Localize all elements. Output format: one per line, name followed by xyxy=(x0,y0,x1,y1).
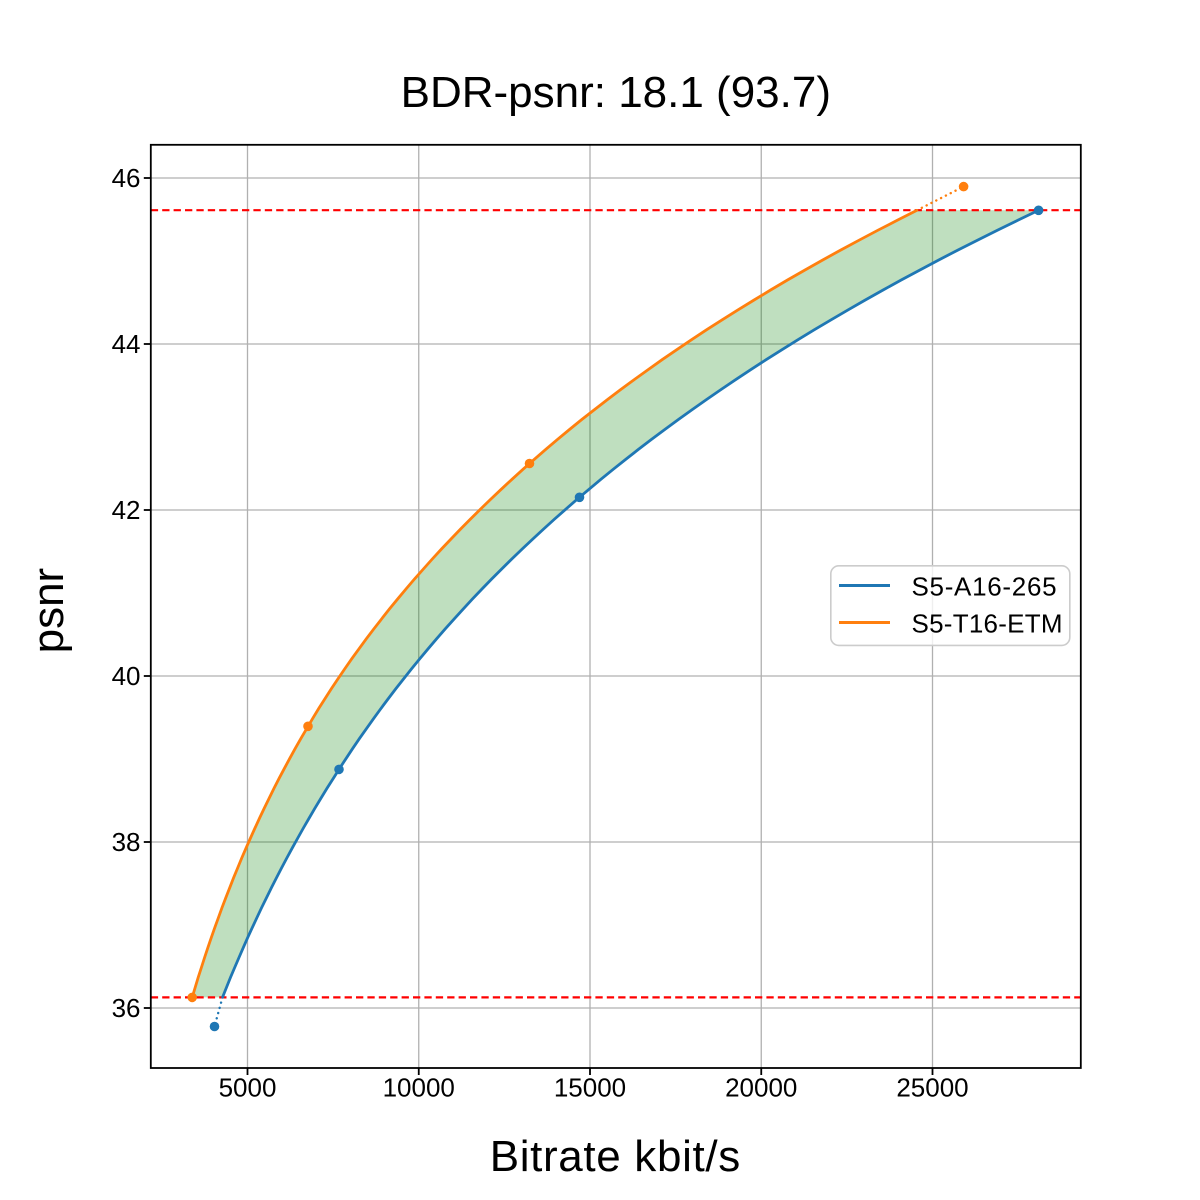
svg-text:42: 42 xyxy=(112,495,141,525)
svg-text:44: 44 xyxy=(112,329,141,359)
svg-text:25000: 25000 xyxy=(896,1073,968,1103)
svg-text:S5-A16-265: S5-A16-265 xyxy=(912,572,1058,602)
svg-text:5000: 5000 xyxy=(219,1073,277,1103)
svg-text:36: 36 xyxy=(112,993,141,1023)
svg-text:Bitrate kbit/s: Bitrate kbit/s xyxy=(490,1132,741,1181)
svg-text:40: 40 xyxy=(112,661,141,691)
svg-text:20000: 20000 xyxy=(725,1073,797,1103)
svg-text:15000: 15000 xyxy=(554,1073,626,1103)
svg-text:10000: 10000 xyxy=(383,1073,455,1103)
svg-text:psnr: psnr xyxy=(24,568,73,654)
svg-text:S5-T16-ETM: S5-T16-ETM xyxy=(912,608,1063,638)
svg-text:46: 46 xyxy=(112,163,141,193)
svg-text:38: 38 xyxy=(112,827,141,857)
svg-text:BDR-psnr: 18.1 (93.7): BDR-psnr: 18.1 (93.7) xyxy=(401,68,831,117)
